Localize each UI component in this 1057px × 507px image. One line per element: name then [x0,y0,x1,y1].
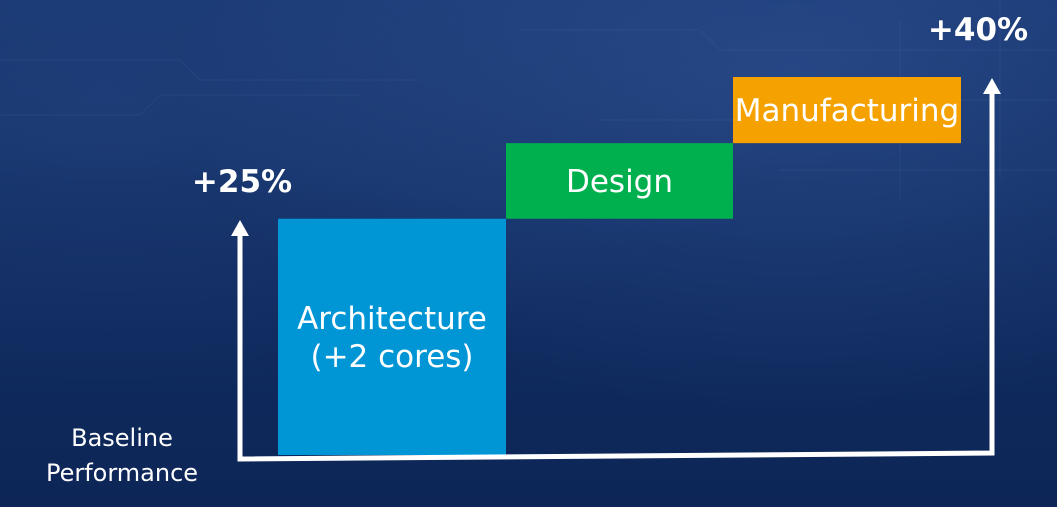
arrow-head-40 [983,78,1001,94]
marker-label-40: +40% [928,12,1028,48]
marker-label-25: +25% [192,164,292,200]
bar-segment-3 [733,77,961,144]
baseline-label-line-2: Performance [46,459,198,487]
arrow-head-25 [231,220,249,236]
segment-labels-layer: Architecture(+2 cores) Design Manufacturin… [297,93,959,375]
performance-arrow-line [237,90,995,462]
bar-segment-3-label-line-1: Manufacturing [735,93,959,129]
bar-segment-1-label-line-1: Architecture [297,301,487,337]
baseline-label: Baseline Performance [46,424,198,487]
bar-segment-1 [278,218,506,455]
bar-segment-2-label-line-1: Design [566,164,673,200]
bars-layer [278,77,961,455]
axis-arrows [231,78,1001,462]
baseline-label-line-1: Baseline [71,424,173,452]
bar-segment-1-label-line-2: (+2 cores) [310,339,473,375]
bar-segment-2 [506,143,733,219]
